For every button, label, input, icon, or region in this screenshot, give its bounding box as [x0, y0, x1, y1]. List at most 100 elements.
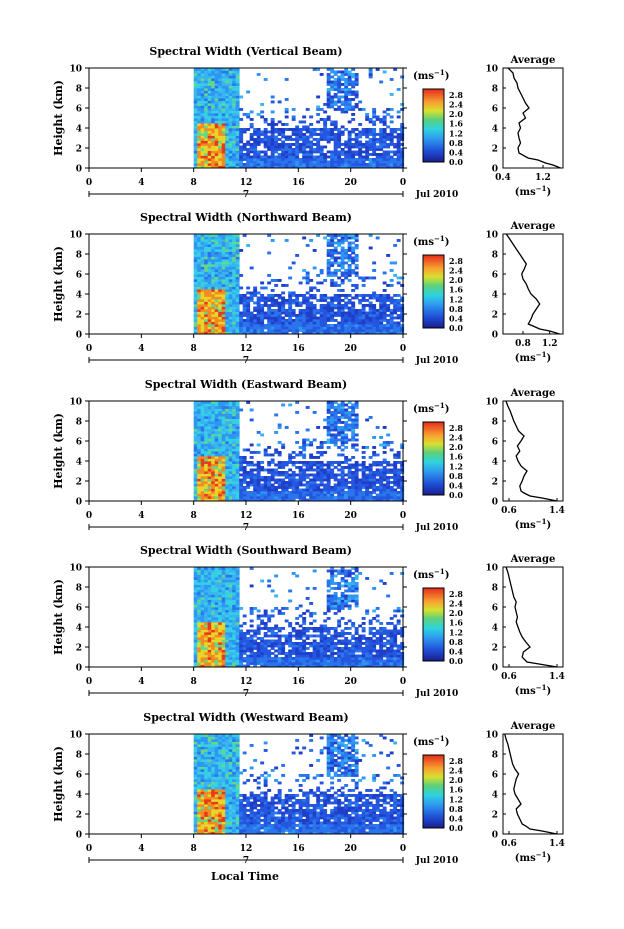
heatmap-cell	[218, 80, 223, 84]
heatmap-cell	[253, 329, 258, 332]
heatmap-cell	[200, 309, 205, 312]
heatmap-cell	[386, 498, 391, 502]
heatmap-cell	[197, 587, 202, 590]
heatmap-cell	[354, 401, 359, 404]
heatmap-cell	[225, 123, 230, 126]
heatmap-cell	[221, 128, 226, 131]
heatmap-cell	[239, 135, 244, 139]
heatmap-cell	[337, 326, 342, 330]
heatmap-cell	[358, 321, 363, 325]
heatmap-cells	[193, 68, 405, 169]
heatmap-cell	[211, 639, 216, 643]
heatmap-cell	[232, 70, 237, 74]
heatmap-cell	[302, 299, 307, 302]
heatmap-cell	[263, 448, 268, 452]
heatmap-cell	[330, 83, 335, 86]
heatmap-cell	[365, 331, 370, 335]
heatmap-cell	[396, 150, 401, 154]
heatmap-cell	[214, 256, 219, 260]
heatmap-cell	[400, 158, 405, 161]
heatmap-cell	[207, 602, 212, 605]
heatmap-cell	[197, 259, 202, 262]
heatmap-cell	[207, 577, 212, 580]
heatmap-cell	[232, 453, 237, 457]
heatmap-cell	[218, 448, 223, 452]
heatmap-cell	[232, 259, 237, 262]
heatmap-cell	[200, 306, 205, 310]
heatmap-cell	[232, 436, 237, 439]
heatmap-cell	[207, 324, 212, 327]
heatmap-cell	[382, 486, 387, 489]
heatmap-cell	[242, 326, 247, 330]
heatmap-cell	[386, 143, 391, 146]
day-marker: 7	[243, 523, 249, 533]
heatmap-cell	[365, 143, 370, 146]
heatmap-cell	[249, 567, 254, 570]
heatmap-cell	[207, 316, 212, 320]
heatmap-cell	[260, 314, 265, 317]
heatmap-cell	[347, 493, 352, 497]
heatmap-cell	[400, 491, 405, 494]
heatmap-cell	[333, 103, 338, 106]
heatmap-cell	[361, 160, 366, 164]
heatmap-cell	[298, 148, 303, 151]
heatmap-cell	[225, 602, 230, 605]
heatmap-cell	[312, 486, 317, 489]
y-tick-label: 4	[76, 125, 82, 135]
heatmap-cell	[211, 85, 216, 89]
heatmap-cell	[218, 311, 223, 315]
heatmap-cell	[211, 622, 216, 625]
heatmap-cell	[344, 93, 349, 96]
heatmap-cell	[221, 577, 226, 580]
heatmap-cell	[340, 299, 345, 302]
heatmap-cell	[337, 421, 342, 424]
heatmap-cell	[340, 481, 345, 484]
heatmap-cell	[197, 483, 202, 487]
heatmap-cell	[368, 306, 373, 310]
heatmap-cell	[197, 401, 202, 404]
heatmap-cell	[232, 269, 237, 272]
heatmap-cell	[211, 100, 216, 104]
heatmap-cell	[221, 406, 226, 409]
heatmap-cell	[256, 329, 261, 332]
heatmap-cell	[256, 143, 261, 146]
heatmap-cell	[242, 113, 247, 116]
heatmap-cell	[228, 88, 233, 91]
heatmap-cell	[312, 329, 317, 332]
heatmap-cell	[396, 140, 401, 144]
heatmap-cell	[204, 140, 209, 144]
heatmap-cell	[291, 493, 296, 497]
heatmap-cell	[263, 451, 268, 454]
heatmap-cell	[228, 239, 233, 242]
heatmap-cell	[207, 403, 212, 407]
heatmap-cell	[232, 90, 237, 94]
heatmap-cell	[281, 309, 286, 312]
heatmap-cell	[316, 120, 321, 124]
heatmap-cell	[197, 329, 202, 332]
heatmap-cell	[326, 155, 331, 159]
heatmap-cell	[358, 309, 363, 312]
heatmap-cell	[354, 488, 359, 492]
heatmap-cell	[200, 259, 205, 262]
heatmap-cell	[235, 135, 240, 139]
heatmap-cell	[344, 103, 349, 106]
heatmap-cell	[214, 259, 219, 262]
heatmap-cell	[256, 311, 261, 315]
heatmap-cell	[246, 473, 251, 477]
heatmap-cell	[228, 274, 233, 277]
heatmap-cell	[197, 649, 202, 653]
heatmap-cell	[197, 664, 202, 668]
heatmap-cell	[298, 160, 303, 164]
heatmap-cell	[368, 486, 373, 489]
heatmap-cell	[396, 331, 401, 335]
heatmap-cell	[379, 160, 384, 164]
heatmap-cell	[193, 68, 198, 71]
heatmap-cell	[197, 236, 202, 240]
heatmap-cell	[344, 276, 349, 280]
heatmap-cell	[372, 138, 377, 141]
heatmap-cell	[396, 155, 401, 159]
heatmap-cell	[351, 73, 356, 76]
heatmap-cell	[232, 408, 237, 412]
heatmap-cell	[333, 423, 338, 427]
heatmap-cell	[228, 607, 233, 610]
